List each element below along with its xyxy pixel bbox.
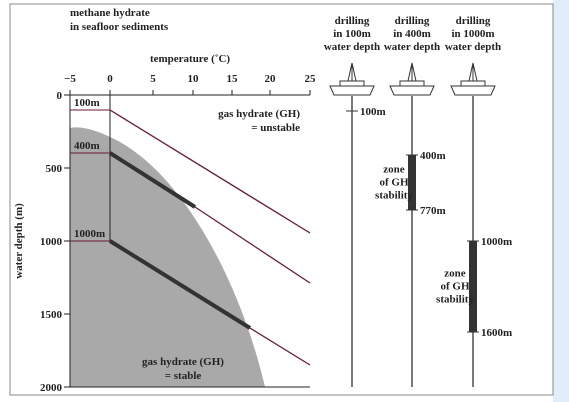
zone-bar [408,155,416,210]
depth-label: 100m [360,106,386,118]
column-title: in 1000m [451,28,494,40]
y-tick-label: 2000 [40,382,63,394]
column-title: in 100m [333,28,371,40]
column-title: drilling [335,15,370,27]
column-title: water depth [384,41,440,53]
zone-label: zone [383,164,405,176]
x-tick-label: 15 [227,73,239,85]
axis-label: temperature (˚C) [150,53,230,65]
column-title: drilling [395,15,430,27]
zone-label: stability [436,294,474,306]
y-tick-label: 1000 [40,236,63,248]
title: in seafloor sediments [70,21,169,33]
axis-label: water depth (m) [13,203,25,279]
seafloor-label: 100m [74,97,100,109]
x-tick-label: 25 [305,73,317,85]
x-tick-label: 10 [188,73,200,85]
column-title: drilling [456,15,491,27]
zone-bar [469,241,477,332]
region-label: = unstable [251,122,300,134]
seafloor-label: 1000m [74,228,105,240]
zone-label: stability [375,190,413,202]
depth-label: 1000m [481,236,512,248]
depth-label: 400m [420,150,446,162]
x-tick-label: 0 [107,73,113,85]
region-label: = stable [165,370,202,382]
y-tick-label: 0 [57,90,63,102]
column-title: in 400m [393,28,431,40]
zone-label: of GH [440,281,469,293]
x-tick-label: −5 [64,73,76,85]
title: methane hydrate [70,7,150,19]
zone-label: zone [444,268,466,280]
y-tick-label: 500 [46,163,63,175]
column-title: water depth [324,41,380,53]
region-label: gas hydrate (GH) [218,108,300,120]
seafloor-label: 400m [74,140,100,152]
edge [553,0,569,402]
depth-label: 1600m [481,327,512,339]
diagram: methane hydrate in seafloor sediments te… [0,0,569,402]
column-title: water depth [445,41,501,53]
depth-label: 770m [420,205,446,217]
zone-label: of GH [379,177,408,189]
x-tick-label: 20 [265,73,277,85]
y-tick-label: 1500 [40,309,63,321]
region-label: gas hydrate (GH) [142,356,224,368]
x-tick-label: 5 [150,73,156,85]
